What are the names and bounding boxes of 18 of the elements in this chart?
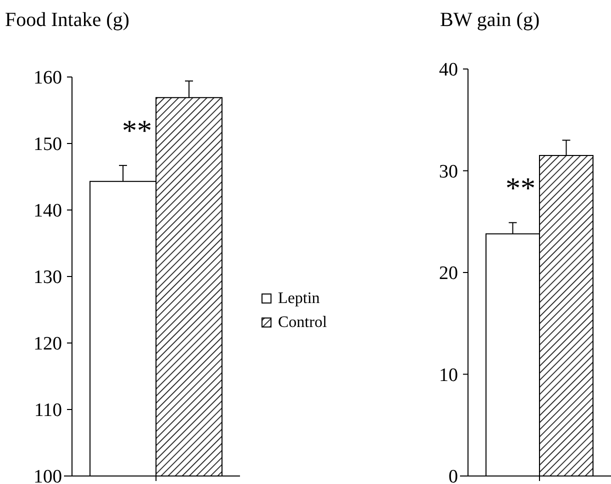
y-tick-label: 20 — [439, 263, 458, 284]
y-tick-label: 120 — [34, 334, 62, 355]
chart-title: BW gain (g) — [440, 9, 540, 31]
y-tick-label: 40 — [439, 60, 458, 81]
y-tick-label: 0 — [448, 466, 458, 484]
y-tick-label: 10 — [439, 364, 458, 386]
annotation: ** — [122, 114, 152, 148]
y-tick-label: 30 — [439, 161, 458, 182]
y-tick-label: 150 — [34, 134, 62, 156]
y-tick-label: 140 — [34, 200, 62, 222]
y-tick-label: 160 — [34, 68, 62, 89]
chart-title: Food Intake (g) — [5, 9, 130, 31]
y-tick-label: 110 — [34, 400, 62, 422]
y-tick-label: 130 — [34, 267, 62, 288]
legend-label: Control — [278, 314, 328, 331]
y-tick-label: 100 — [34, 466, 62, 484]
annotation: ** — [506, 172, 536, 206]
legend-label: Leptin — [278, 290, 320, 307]
